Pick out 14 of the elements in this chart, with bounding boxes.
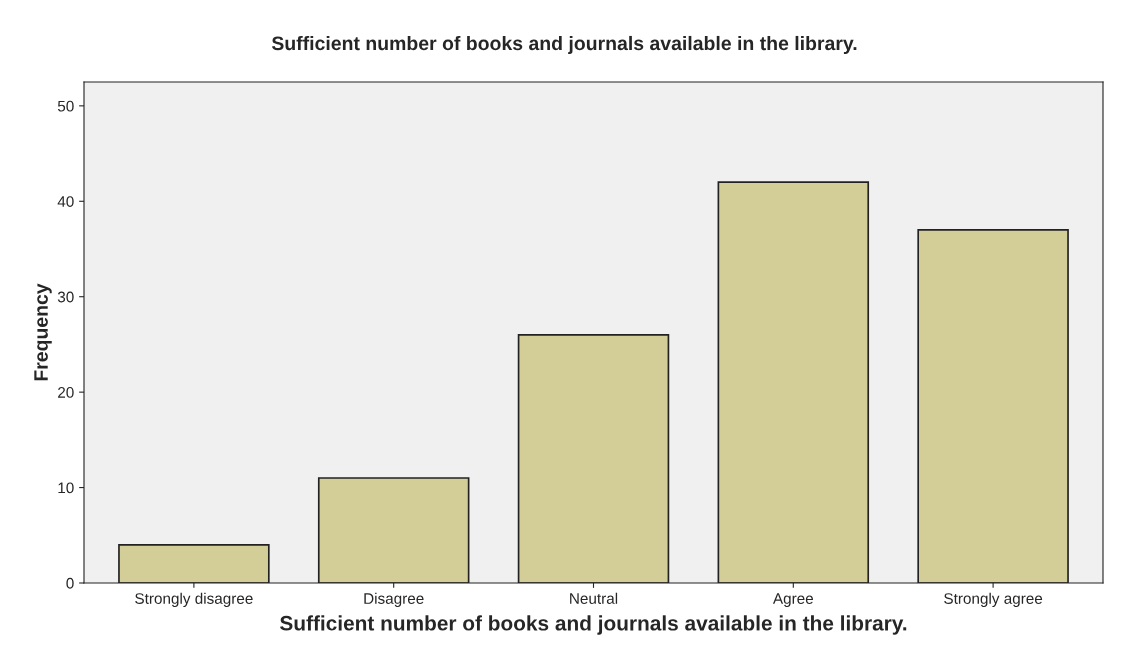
y-tick-label: 40: [57, 196, 74, 207]
x-axis-title: Sufficient number of books and journals available in the library.: [280, 615, 907, 635]
x-tick-label: Strongly agree: [944, 592, 1043, 607]
y-tick-label: 30: [57, 291, 74, 303]
y-tick-label: 50: [57, 100, 74, 112]
x-tick-label: Strongly disagree: [135, 592, 253, 607]
x-tick-label: Agree: [772, 593, 814, 607]
y-tick-label: 0: [66, 577, 74, 589]
x-tick-label: Disagree: [364, 592, 424, 607]
y-tick-label: 20: [58, 387, 74, 398]
x-tick-label: Neutral: [570, 592, 618, 604]
y-tick-label: 10: [58, 482, 74, 494]
y-axis-title: Frequency: [34, 283, 52, 381]
chart-title: Sufficient number of books and journals available in the library.: [271, 35, 857, 55]
